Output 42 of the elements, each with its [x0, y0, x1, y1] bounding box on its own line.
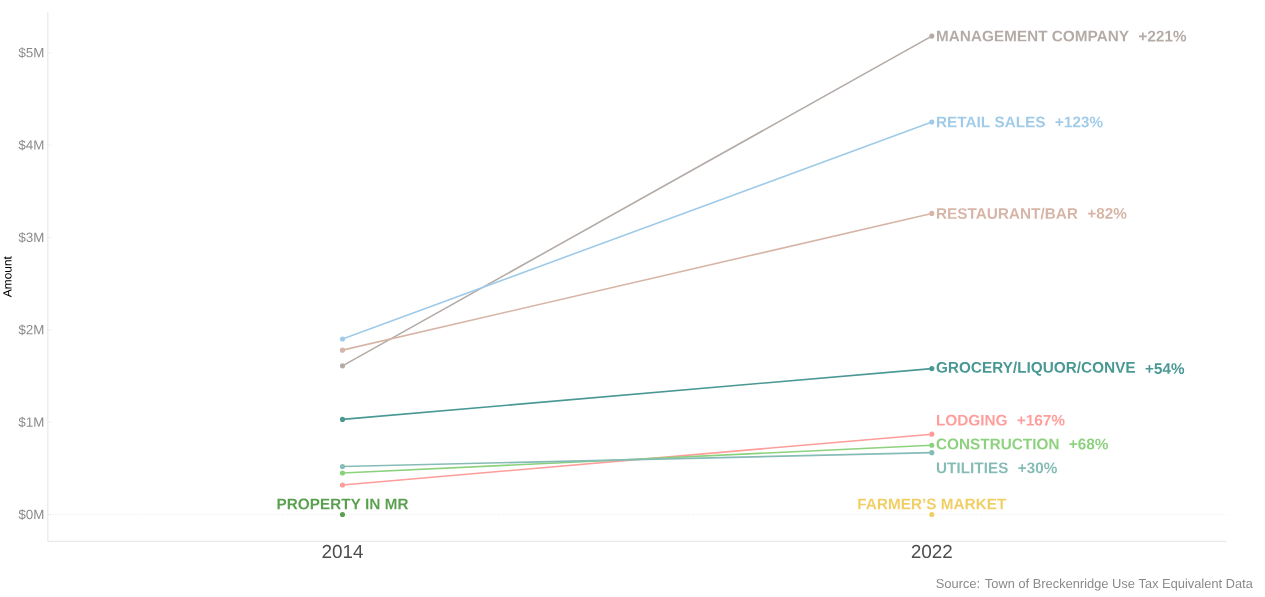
y-tick-label: $4M: [18, 139, 44, 151]
point: [929, 442, 935, 448]
annotation: +221%: [1139, 30, 1187, 42]
point: [929, 512, 935, 518]
point: [339, 416, 346, 423]
annotation: +54%: [1145, 363, 1185, 375]
point: [339, 464, 346, 470]
point: [339, 336, 346, 342]
annotation: +123%: [1055, 116, 1103, 128]
y-tick-label: $1M: [18, 416, 44, 428]
point: [929, 210, 935, 217]
series-label: FARMER’S MARKET: [858, 498, 1007, 510]
point: [339, 470, 346, 476]
point: [929, 33, 935, 39]
point: [339, 363, 346, 369]
y-tick-label: $5M: [18, 47, 44, 59]
y-axis-title: Amount: [3, 256, 12, 298]
point: [929, 450, 935, 456]
point: [929, 431, 935, 437]
point: [929, 119, 935, 125]
source-note: Source: Town of Breckenridge Use Tax Equivalent Data: [936, 578, 1253, 591]
point: [929, 366, 935, 372]
series-label: RETAIL SALES: [936, 116, 1045, 128]
point: [339, 512, 346, 518]
annotation: +68%: [1069, 438, 1109, 450]
x-tick-label: 2022: [911, 544, 952, 559]
annotation: +82%: [1087, 208, 1127, 219]
series-label: CONSTRUCTION: [936, 438, 1059, 450]
x-tick-label: 2014: [322, 544, 363, 559]
y-tick-label: $0M: [18, 509, 44, 521]
annotation: +167%: [1017, 414, 1065, 426]
series-label: GROCERY/LIQUOR/CONVE: [936, 361, 1135, 376]
y-tick-label: $2M: [18, 324, 44, 336]
series-label: UTILITIES: [936, 462, 1008, 474]
series-label: MANAGEMENT COMPANY: [936, 30, 1129, 42]
point: [339, 347, 346, 353]
annotation: +30%: [1018, 462, 1057, 474]
y-tick-label: $3M: [18, 232, 44, 243]
series-label: RESTAURANT/BAR: [936, 207, 1078, 220]
series-label: LODGING: [936, 414, 1007, 426]
series-label: PROPERTY IN MR: [277, 498, 409, 510]
point: [339, 482, 346, 488]
